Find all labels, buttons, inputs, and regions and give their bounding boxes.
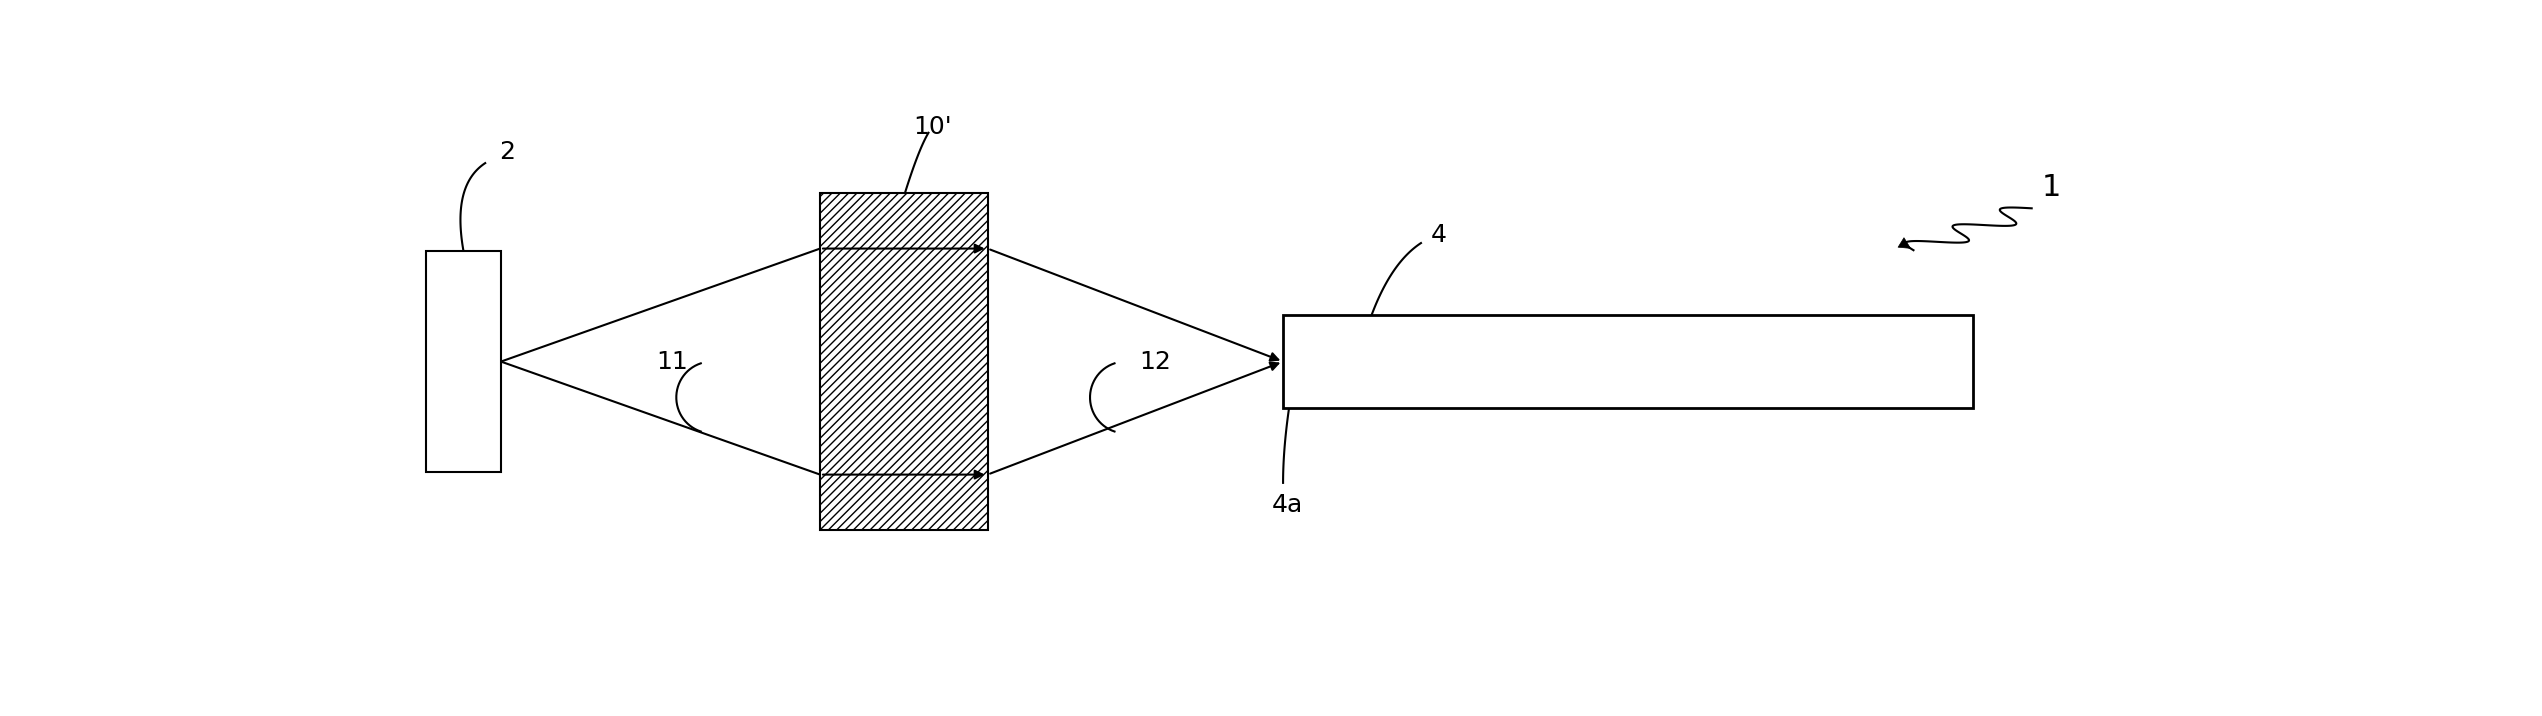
Bar xyxy=(821,193,986,530)
Bar xyxy=(427,251,501,472)
Text: 1: 1 xyxy=(2041,173,2062,203)
Text: 4a: 4a xyxy=(1271,493,1302,517)
Text: 2: 2 xyxy=(498,140,516,164)
Text: 10': 10' xyxy=(913,115,951,140)
Text: 12: 12 xyxy=(1139,349,1172,374)
Text: 4: 4 xyxy=(1431,223,1446,247)
Text: 11: 11 xyxy=(656,349,689,374)
Bar xyxy=(1284,315,1973,408)
